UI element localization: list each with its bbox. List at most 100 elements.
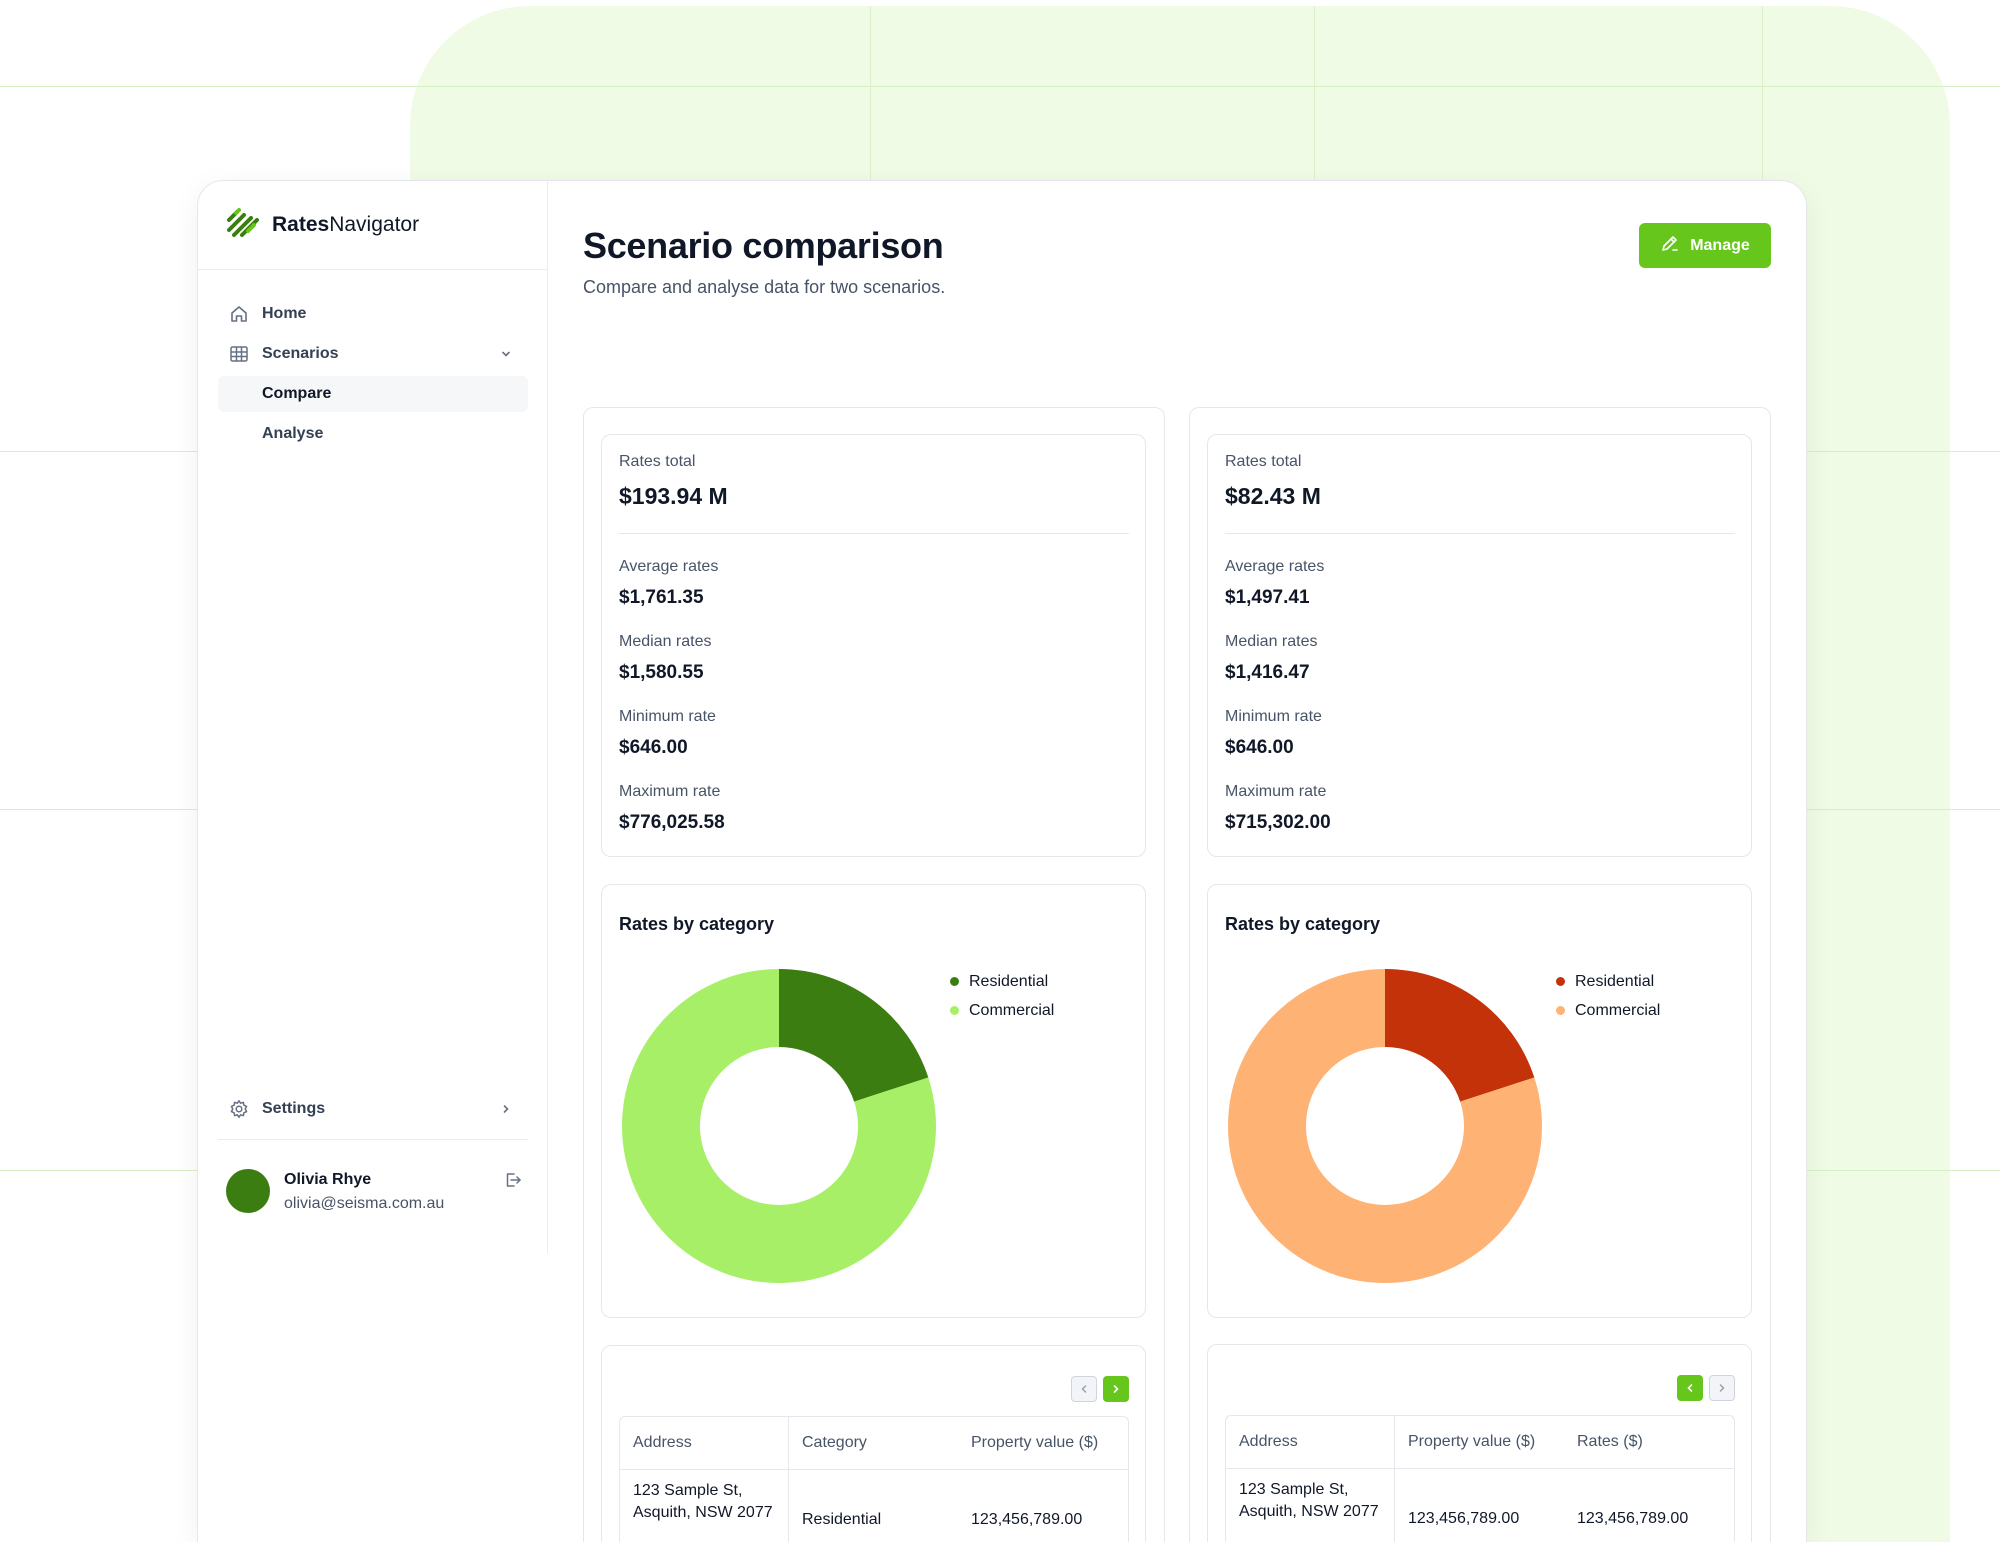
user-name: Olivia Rhye [284,1171,372,1188]
grid-line [0,86,2000,87]
manage-button[interactable]: Manage [1639,223,1771,268]
avatar[interactable] [226,1169,270,1213]
divider [619,533,1129,534]
divider [218,1139,528,1140]
sidebar: RatesNavigator Home Scenarios Compare An… [198,181,548,1253]
table-row[interactable]: 123 Sample St, Asquith, NSW 2077 123,456… [1226,1469,1734,1542]
column-header[interactable]: Property value ($) [1408,1433,1536,1450]
stat-label: Maximum rate [1225,783,1327,800]
app-window: RatesNavigator Home Scenarios Compare An… [197,180,1807,1542]
sidebar-item-label: Scenarios [262,345,339,362]
scenario-panel-b: Rates total $82.43 M Average rates $1,49… [1189,407,1771,1542]
stat-label: Maximum rate [619,783,721,800]
stat-value: $1,761.35 [619,587,704,608]
legend-label: Residential [1575,972,1655,990]
stat-label: Median rates [619,633,712,650]
scenario-panel-a: Rates total $193.94 M Average rates $1,7… [583,407,1165,1542]
sidebar-item-compare[interactable]: Compare [218,376,528,412]
sidebar-item-scenarios[interactable]: Scenarios [218,336,528,372]
divider [198,269,548,270]
next-page-button[interactable] [1709,1375,1735,1401]
table-grid-icon [228,343,250,365]
chart-title: Rates by category [619,914,775,934]
sidebar-item-label: Analyse [262,425,324,442]
stat-value: $715,302.00 [1225,812,1331,833]
prev-page-button[interactable] [1071,1376,1097,1402]
rates-total-value: $82.43 M [1225,483,1321,509]
table-cell: 123 Sample St, Asquith, NSW 2077 [1226,1469,1395,1542]
chevron-down-icon[interactable] [496,344,516,364]
donut-chart [622,969,936,1283]
table-cell: 123,456,789.00 [1577,1510,1689,1527]
column-header[interactable]: Address [1226,1416,1395,1468]
table-cell: 123,456,789.00 [1408,1510,1520,1527]
rates-total-label: Rates total [619,453,696,470]
donut-slice-residential[interactable] [1385,969,1535,1102]
grid-line [1314,6,1315,181]
legend-label: Commercial [1575,1001,1661,1019]
legend-item: Residential [950,967,1054,996]
stat-label: Minimum rate [1225,708,1322,725]
stripes-logo-icon [226,207,260,244]
stat-label: Median rates [1225,633,1318,650]
divider [1225,533,1735,534]
donut-slice-commercial[interactable] [622,969,936,1283]
table-cell: Residential [802,1511,882,1528]
grid-line [870,6,871,181]
grid-line [1762,6,1763,181]
chart-card: Rates by category Residential Commercial [1207,884,1752,1318]
page-subtitle: Compare and analyse data for two scenari… [583,277,946,297]
table-cell: 123 Sample St, Asquith, NSW 2077 [620,1470,789,1542]
app-name: RatesNavigator [272,213,420,236]
page-title: Scenario comparison [583,225,944,266]
donut-slice-residential[interactable] [779,969,929,1102]
sidebar-item-settings[interactable]: Settings [218,1091,528,1127]
legend-item: Commercial [1556,996,1660,1025]
prev-page-button[interactable] [1677,1375,1703,1401]
logout-icon[interactable] [502,1169,524,1191]
sidebar-item-label: Compare [262,385,332,402]
stat-value: $776,025.58 [619,812,725,833]
gear-icon [228,1098,250,1120]
app-logo[interactable]: RatesNavigator [226,207,419,243]
stat-value: $1,580.55 [619,662,704,683]
table-card: Address Category Property value ($) 123 … [601,1345,1146,1542]
table-cell: 123,456,789.00 [971,1511,1083,1528]
legend-swatch [950,977,959,986]
stat-value: $646.00 [619,737,688,758]
column-header[interactable]: Address [620,1417,789,1469]
chart-card: Rates by category Residential Commercial [601,884,1146,1318]
legend-swatch [1556,1006,1565,1015]
column-header[interactable]: Category [802,1434,867,1451]
edit-pencil-icon [1660,233,1680,258]
chevron-right-icon[interactable] [496,1099,516,1119]
stat-value: $1,416.47 [1225,662,1310,683]
donut-slice-commercial[interactable] [1228,969,1542,1283]
stats-card: Rates total $82.43 M Average rates $1,49… [1207,434,1752,857]
stat-label: Minimum rate [619,708,716,725]
sidebar-item-label: Home [262,305,307,322]
stat-label: Average rates [619,558,719,575]
legend-label: Residential [969,972,1049,990]
stat-value: $646.00 [1225,737,1294,758]
sidebar-item-home[interactable]: Home [218,296,528,332]
sidebar-item-label: Settings [262,1100,326,1117]
home-icon [228,303,250,325]
chart-legend: Residential Commercial [950,967,1054,1025]
table-row[interactable]: 123 Sample St, Asquith, NSW 2077 Residen… [620,1470,1128,1542]
sidebar-item-analyse[interactable]: Analyse [218,416,528,452]
stat-value: $1,497.41 [1225,587,1310,608]
column-header[interactable]: Property value ($) [971,1434,1099,1451]
legend-item: Commercial [950,996,1054,1025]
next-page-button[interactable] [1103,1376,1129,1402]
legend-swatch [950,1006,959,1015]
legend-item: Residential [1556,967,1660,996]
rates-total-value: $193.94 M [619,483,728,509]
chart-legend: Residential Commercial [1556,967,1660,1025]
column-header[interactable]: Rates ($) [1577,1433,1643,1450]
table-card: Address Property value ($) Rates ($) 123… [1207,1344,1752,1542]
stats-card: Rates total $193.94 M Average rates $1,7… [601,434,1146,857]
rates-total-label: Rates total [1225,453,1302,470]
stat-label: Average rates [1225,558,1325,575]
donut-chart [1228,969,1542,1283]
